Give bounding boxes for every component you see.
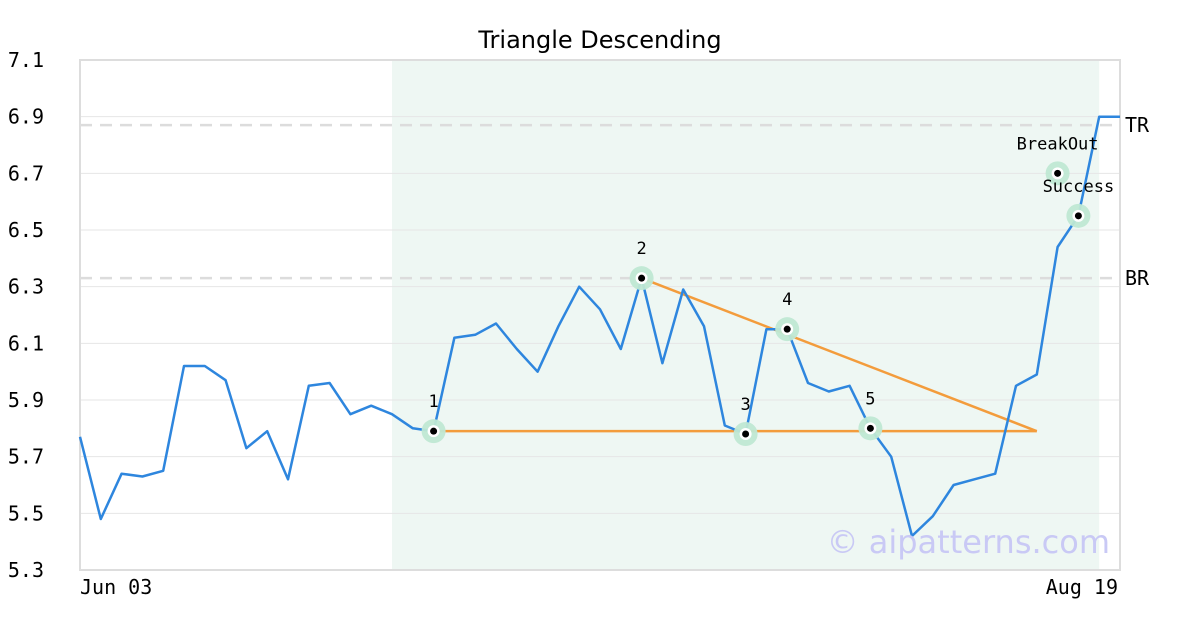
y-tick-label: 5.5 [8, 501, 44, 525]
point-dot [430, 427, 438, 435]
point-label: 4 [782, 290, 792, 310]
point-label: 1 [428, 392, 438, 412]
chart-title: Triangle Descending [477, 26, 721, 54]
price-series-line [78, 115, 1120, 538]
x-axis: Jun 03 Aug 19 [80, 575, 1118, 599]
pattern-line [641, 277, 1038, 433]
point-label: 3 [740, 395, 750, 415]
y-tick-label: 7.1 [8, 48, 44, 72]
highlight-region [392, 60, 1100, 570]
point-dot [638, 274, 646, 282]
x-tick-label: Aug 19 [1046, 575, 1118, 599]
point-dot [1074, 212, 1082, 220]
point-label: Success [1043, 177, 1115, 197]
y-tick-label: 5.3 [8, 558, 44, 582]
point-label: BreakOut [1017, 134, 1099, 154]
level-lines: TR BR [80, 113, 1150, 290]
point-dot [742, 430, 750, 438]
y-tick-label: 6.5 [8, 218, 44, 242]
level-label: TR [1125, 113, 1150, 137]
y-tick-label: 5.7 [8, 445, 44, 469]
y-tick-label: 6.7 [8, 161, 44, 185]
point-label: 5 [865, 389, 875, 409]
x-tick-label: Jun 03 [80, 575, 152, 599]
y-axis: 5.3 5.5 5.7 5.9 6.1 6.3 6.5 6.7 6.9 7.1 [8, 48, 44, 582]
y-tick-label: 6.3 [8, 275, 44, 299]
y-tick-label: 5.9 [8, 388, 44, 412]
level-label: BR [1125, 266, 1150, 290]
watermark: © aipatterns.com [827, 523, 1110, 561]
point-dot [783, 325, 791, 333]
y-tick-label: 6.9 [8, 105, 44, 129]
plot-frame [79, 59, 1121, 571]
point-dot [1054, 169, 1062, 177]
pattern-points: 1 2 3 4 5 BreakOut Success [421, 134, 1115, 446]
point-dot [866, 424, 874, 432]
y-tick-label: 6.1 [8, 331, 44, 355]
point-label: 2 [636, 239, 646, 259]
